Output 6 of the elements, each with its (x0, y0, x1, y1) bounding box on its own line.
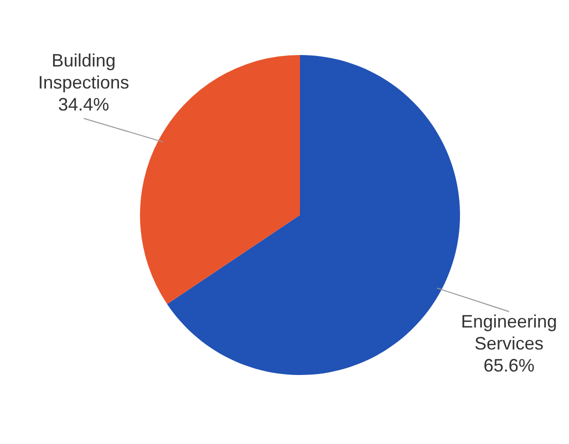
slice-label: Building Inspections (38, 50, 130, 92)
data-label: 34.4% (58, 94, 110, 114)
pie-slice (140, 55, 300, 304)
pie-slice (167, 55, 460, 375)
data-label: 65.6% (483, 356, 535, 376)
slice-label: Engineering Services (460, 312, 558, 354)
